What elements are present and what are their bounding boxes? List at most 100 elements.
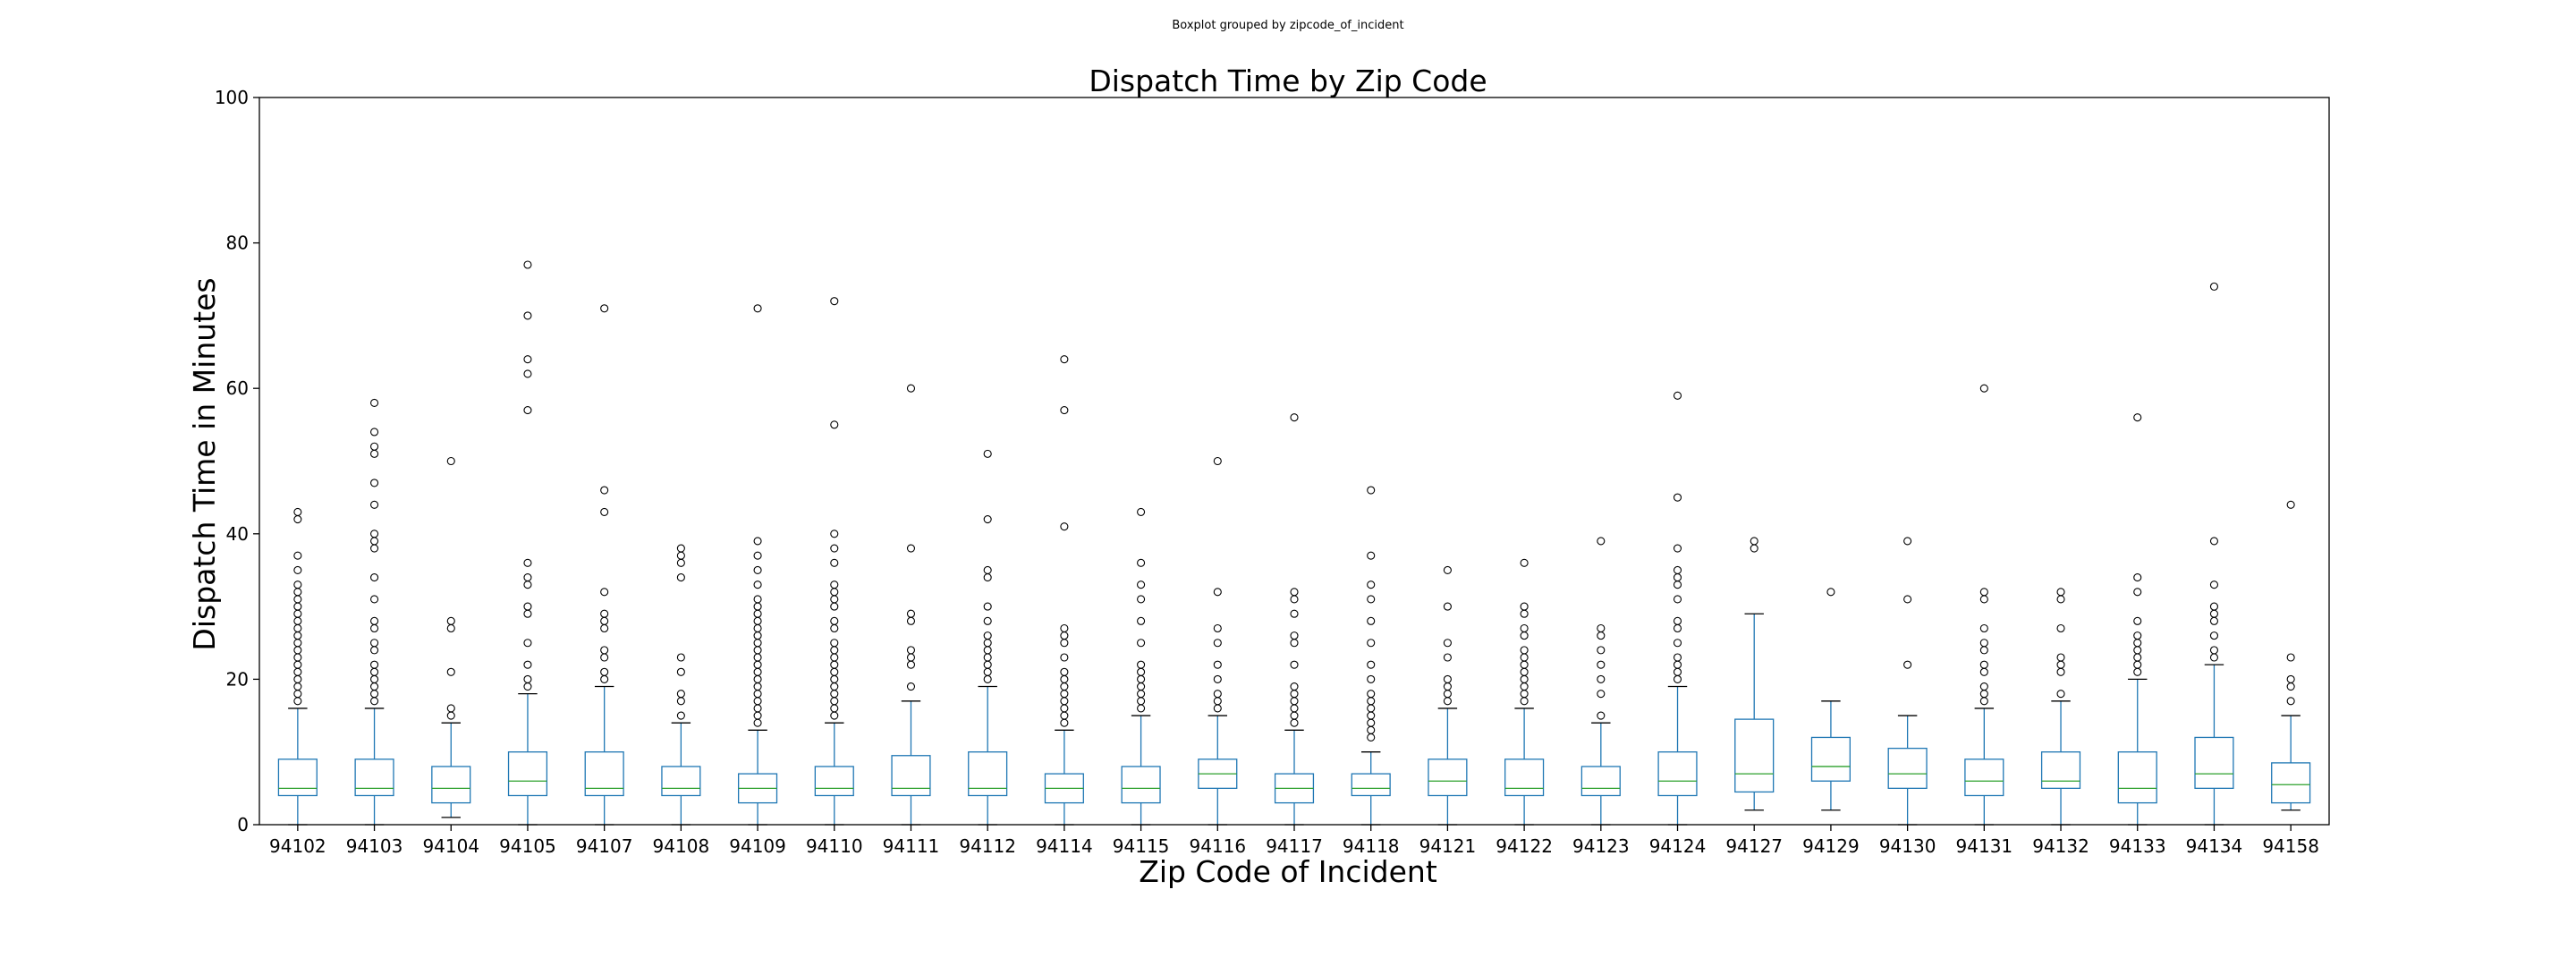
box-flier [1520,653,1529,662]
box-flier [2209,580,2218,589]
x-tick-label: 94121 [1419,835,1477,857]
box-flier [1213,639,1222,648]
box-flier [446,711,455,720]
x-tick-label: 94109 [729,835,786,857]
box-flier [830,711,839,720]
box-flier [1060,623,1069,633]
box-flier [1137,616,1146,625]
box-flier [2056,595,2065,604]
box-flier [1979,588,1988,597]
box-flier [293,653,302,662]
box-flier [2286,653,2295,662]
box-flier [523,355,532,364]
box-flier [676,711,685,720]
box-flier [1673,639,1682,648]
box-flier [293,623,302,633]
box-flier [1060,522,1069,531]
box-flier [1903,660,1912,669]
box-flier [753,595,762,604]
box-flier [1367,704,1376,713]
plot-frame [258,97,2330,826]
box-flier [1597,623,1606,633]
box-flier [1597,690,1606,699]
box-flier [753,697,762,706]
x-tick-label: 94158 [2262,835,2319,857]
box-flier [2133,573,2142,582]
box-flier [1290,639,1299,648]
box-flier [1443,565,1452,575]
box-flier [753,690,762,699]
box-flier [293,514,302,524]
box-flier [370,537,379,546]
box-flier [906,660,916,669]
box-flier [906,384,916,393]
box-flier [370,667,379,676]
box-flier [753,623,762,633]
box-flier [1443,653,1452,662]
box-flier [370,449,379,458]
box-flier [1290,718,1299,727]
box-iqr [1887,747,1928,790]
box-flier [1290,660,1299,669]
y-tick-label: 80 [226,233,249,254]
box-flier [753,616,762,625]
box-flier [753,551,762,560]
box-iqr [1810,736,1852,782]
box-flier [830,588,839,597]
box-flier [1673,674,1682,683]
box-flier [983,660,992,669]
box-flier [1673,667,1682,676]
box-flier [1213,456,1222,466]
x-tick-label: 94103 [346,835,403,857]
box-flier [523,602,532,611]
box-flier [676,690,685,699]
box-flier [293,507,302,516]
box-flier [1137,507,1146,516]
box-flier [830,667,839,676]
box-flier [2209,653,2218,662]
box-flier [370,500,379,509]
box-flier [2056,623,2065,633]
box-flier [523,311,532,320]
box-flier [1597,646,1606,655]
box-flier [1443,674,1452,683]
box-flier [1520,623,1529,633]
box-flier [293,631,302,640]
x-tick-label: 94110 [806,835,863,857]
box-flier [1597,674,1606,683]
box-flier [1290,595,1299,604]
y-tick-label: 20 [226,668,249,690]
box-flier [1137,704,1146,713]
box-flier [293,690,302,699]
box-flier [1137,660,1146,669]
box-flier [1060,674,1069,683]
box-flier [523,406,532,415]
x-tick-label: 94115 [1113,835,1170,857]
box-flier [523,660,532,669]
box-flier [676,551,685,560]
box-flier [1290,413,1299,422]
box-flier [983,667,992,676]
box-flier [906,682,916,691]
box-flier [370,674,379,683]
box-flier [523,609,532,618]
box-flier [1137,690,1146,699]
box-flier [983,674,992,683]
box-flier [523,260,532,269]
box-flier [1673,660,1682,669]
box-flier [753,653,762,662]
box-flier [1060,718,1069,727]
box-flier [370,697,379,706]
box-flier [753,602,762,611]
box-flier [753,631,762,640]
box-flier [370,660,379,669]
box-flier [1367,639,1376,648]
x-tick-label: 94134 [2186,835,2243,857]
box-flier [906,544,916,553]
box-flier [983,631,992,640]
box-flier [1520,646,1529,655]
box-flier [600,646,609,655]
box-flier [1443,682,1452,691]
box-flier [1979,646,1988,655]
